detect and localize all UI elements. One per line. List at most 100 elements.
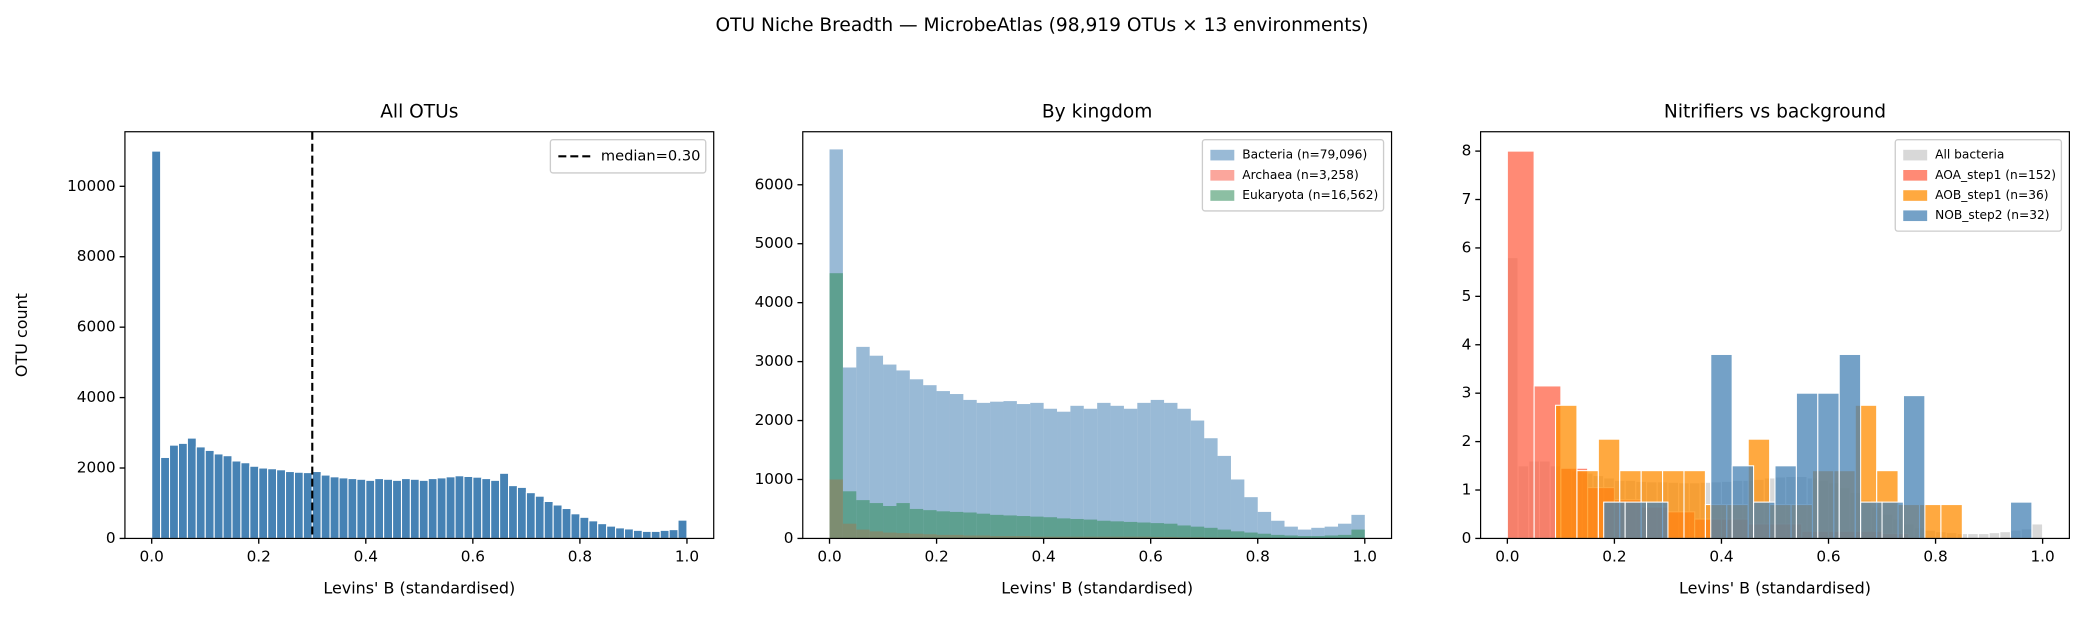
- y-tick-label: 6000: [77, 318, 116, 336]
- bar: [990, 514, 1004, 539]
- plot-frame: [802, 131, 1393, 540]
- x-tick-label: 0.6: [1139, 548, 1163, 566]
- bar: [231, 460, 242, 539]
- bar: [1177, 408, 1191, 539]
- y-tick-label: 3000: [755, 352, 794, 370]
- bar: [1110, 521, 1124, 539]
- bar: [1043, 408, 1058, 539]
- bar: [525, 492, 536, 539]
- bar: [1257, 533, 1272, 539]
- y-tick-label: 1: [1462, 481, 1472, 499]
- bar: [552, 504, 563, 539]
- bar: [856, 500, 870, 539]
- bar: [1284, 535, 1298, 539]
- bar: [543, 500, 554, 539]
- bar: [1137, 402, 1151, 539]
- legend: Bacteria (n=79,096) Archaea (n=3,258) Euka…: [1201, 139, 1385, 212]
- bar: [1150, 523, 1165, 539]
- bar: [641, 530, 652, 539]
- bar: [276, 469, 287, 539]
- plot-frame: [124, 131, 715, 540]
- legend-label: NOB_step2 (n=32): [1935, 208, 2049, 222]
- bar: [472, 476, 483, 539]
- y-tick-label: 2000: [77, 459, 116, 477]
- bar: [923, 510, 937, 539]
- bar: [1576, 470, 1599, 539]
- bar: [1244, 497, 1258, 539]
- bar: [1506, 150, 1535, 539]
- legend-label: All bacteria: [1935, 148, 2004, 162]
- legend-swatch: [1903, 149, 1928, 161]
- bar: [534, 495, 545, 539]
- bar: [1030, 402, 1044, 539]
- legend-label: Bacteria (n=79,096): [1242, 148, 1367, 162]
- legend: median=0.30: [549, 139, 707, 174]
- bar: [1624, 501, 1648, 539]
- bar: [1351, 529, 1365, 539]
- bar: [151, 150, 162, 539]
- y-tick-label: 6: [1462, 238, 1472, 256]
- bar: [1137, 522, 1151, 539]
- bar: [976, 513, 991, 539]
- y-tick-label: 10000: [67, 177, 116, 195]
- bar: [1338, 534, 1352, 539]
- bar: [374, 478, 385, 539]
- bar: [1123, 521, 1138, 539]
- y-tick-label: 4000: [755, 293, 794, 311]
- legend-label: Archaea (n=3,258): [1242, 168, 1358, 182]
- y-tick-label: 4: [1462, 335, 1472, 353]
- bar: [909, 508, 924, 539]
- bar: [1244, 532, 1258, 539]
- bar: [1338, 523, 1352, 539]
- legend-swatch: [1903, 170, 1928, 181]
- bar: [1110, 405, 1124, 539]
- bar: [1271, 534, 1285, 539]
- bar: [1097, 402, 1111, 539]
- bar: [222, 455, 233, 539]
- bar: [1230, 531, 1245, 539]
- y-tick-label: 7: [1462, 190, 1472, 208]
- x-axis-label: Levins' B (standardised): [1679, 578, 1871, 597]
- bar: [1977, 533, 1990, 539]
- x-tick-label: 0.8: [568, 548, 592, 566]
- bar: [579, 516, 590, 539]
- legend-label: median=0.30: [601, 147, 701, 164]
- x-tick-label: 1.0: [1353, 548, 1377, 566]
- bar: [1967, 533, 1979, 539]
- bar: [561, 507, 572, 539]
- bar: [1311, 527, 1325, 539]
- y-tick-label: 0: [1462, 529, 1472, 547]
- bar: [284, 470, 295, 539]
- bar: [936, 511, 950, 539]
- y-tick-label: 0: [106, 529, 116, 547]
- legend-label: AOA_step1 (n=152): [1935, 168, 2056, 182]
- bar: [293, 471, 304, 539]
- y-tick-label: 1000: [755, 470, 794, 488]
- legend-swatch: [1210, 149, 1235, 161]
- bar: [204, 449, 215, 539]
- bar: [454, 475, 465, 539]
- bar: [1230, 479, 1245, 539]
- legend-swatch: [1903, 210, 1928, 222]
- bar: [1297, 529, 1312, 539]
- x-tick-label: 1.0: [2030, 548, 2054, 566]
- panel-title: By kingdom: [1042, 101, 1152, 122]
- bar: [1645, 501, 1669, 539]
- bar: [409, 478, 420, 539]
- y-tick-label: 2: [1462, 432, 1472, 450]
- x-tick-label: 0.2: [924, 548, 948, 566]
- bar: [1795, 392, 1819, 539]
- y-tick-label: 3: [1462, 384, 1472, 402]
- bar: [365, 479, 376, 539]
- bar: [650, 530, 661, 539]
- bar: [949, 511, 964, 539]
- x-tick-label: 0.2: [247, 548, 271, 566]
- bar: [588, 520, 599, 539]
- bar: [392, 479, 403, 539]
- y-tick-label: 2000: [755, 411, 794, 429]
- bar: [1003, 401, 1017, 539]
- bar: [427, 478, 438, 539]
- y-tick-label: 6000: [755, 175, 794, 193]
- bar: [1710, 353, 1733, 539]
